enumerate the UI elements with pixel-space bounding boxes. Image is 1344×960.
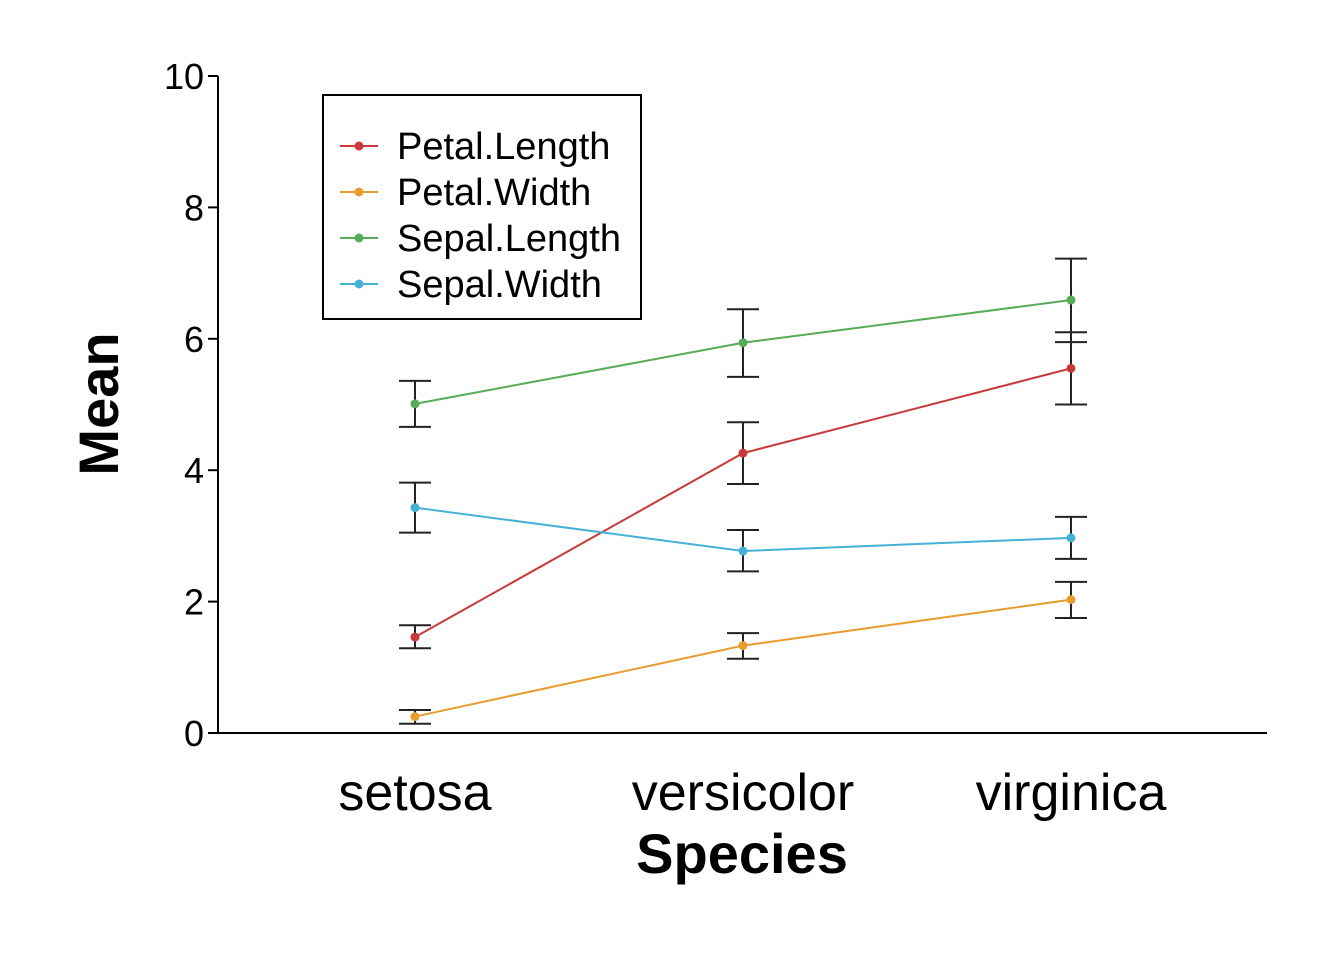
data-point (410, 503, 420, 513)
y-tick-label: 2 (184, 582, 204, 623)
data-point (1066, 595, 1076, 605)
data-point (738, 546, 748, 556)
legend-swatch-point (354, 187, 364, 197)
legend-swatch-point (354, 141, 364, 151)
legend-label: Petal.Length (397, 126, 610, 168)
legend-swatch-point (354, 279, 364, 289)
data-point (1066, 533, 1076, 543)
data-points (410, 295, 1076, 722)
x-axis-title: Species (636, 822, 848, 885)
data-point (410, 632, 420, 642)
y-tick-label: 6 (184, 319, 204, 360)
legend-label: Sepal.Length (397, 218, 621, 260)
x-tick-label: versicolor (632, 764, 855, 822)
data-point (738, 641, 748, 651)
x-tick-label: setosa (338, 764, 491, 822)
data-point (738, 338, 748, 348)
legend-item: Sepal.Width (340, 264, 602, 306)
data-point (1066, 295, 1076, 305)
data-point (1066, 363, 1076, 373)
y-tick-label: 0 (184, 713, 204, 754)
data-point (738, 448, 748, 458)
data-point (410, 712, 420, 722)
legend-item: Sepal.Length (340, 218, 621, 260)
legend-label: Petal.Width (397, 172, 591, 214)
legend-box (322, 94, 642, 320)
x-tick-label: virginica (976, 764, 1167, 822)
y-tick-label: 4 (184, 450, 204, 491)
legend: Petal.LengthPetal.WidthSepal.LengthSepal… (322, 94, 642, 320)
y-tick-label: 10 (164, 56, 204, 97)
data-point (410, 399, 420, 409)
legend-item: Petal.Length (340, 126, 610, 168)
legend-swatch-point (354, 233, 364, 243)
error-bars (399, 257, 1087, 725)
axes: 0 2 4 6 8 10 setosa versicolor virginica (164, 56, 1267, 822)
legend-label: Sepal.Width (397, 264, 602, 306)
y-axis-title: Mean (67, 332, 130, 475)
series-line (414, 367, 1072, 638)
y-tick-label: 8 (184, 187, 204, 228)
legend-item: Petal.Width (340, 172, 591, 214)
